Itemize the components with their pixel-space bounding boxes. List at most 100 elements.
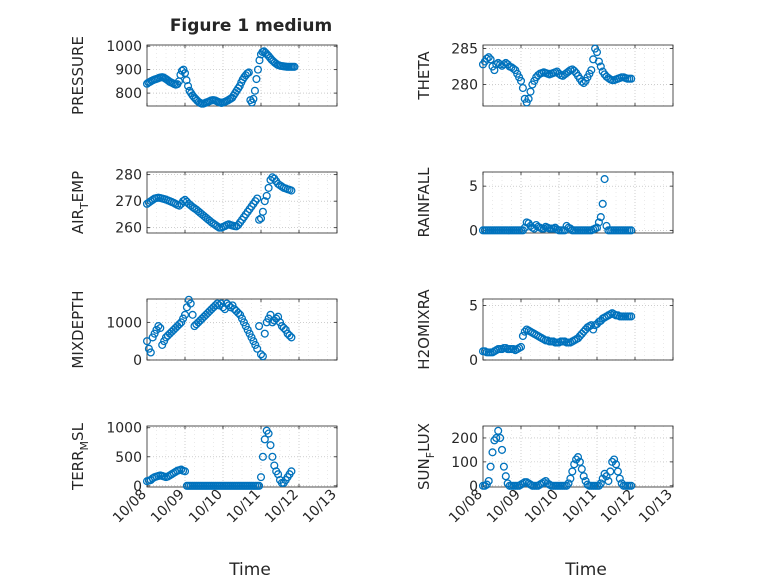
data-point [268, 452, 277, 461]
data-point [492, 60, 501, 69]
y-axis-label-subscript: M [78, 441, 91, 451]
data-point [501, 472, 510, 481]
data-point [526, 87, 535, 96]
y-axis-label-main: AIR [69, 209, 87, 234]
data-point [236, 310, 245, 319]
axes-box [482, 425, 674, 488]
data-point [243, 325, 252, 334]
data-point [148, 333, 157, 342]
data-point [518, 331, 527, 341]
data-point [587, 66, 596, 75]
data-point [183, 82, 193, 91]
y-tick-label: 285 [451, 42, 478, 58]
data-point [249, 337, 258, 346]
x-tick-label: 10/08 [110, 487, 150, 527]
data-point [258, 452, 267, 461]
data-point [516, 342, 526, 351]
data-point [152, 325, 161, 334]
y-tick-label: 100 [451, 455, 478, 471]
data-point [604, 476, 613, 486]
axes-box [146, 425, 338, 488]
data-point [262, 318, 271, 327]
y-tick-label: 0 [469, 223, 478, 239]
y-axis-label-main: SUN [415, 458, 433, 490]
y-axis-label-main: PRESSURE [69, 36, 87, 115]
y-tick-label: 5 [469, 179, 478, 195]
data-point [279, 323, 288, 333]
data-point [496, 433, 505, 443]
data-point [583, 480, 592, 489]
data-point [287, 467, 296, 476]
data-point [237, 314, 247, 323]
x-tick-label: 10/09 [484, 487, 524, 527]
data-point [258, 352, 267, 361]
y-axis-label-subscript: F [424, 452, 437, 458]
y-tick-label: 0 [133, 479, 142, 495]
data-point [154, 322, 163, 331]
data-point [217, 299, 226, 308]
y-tick-label: 280 [115, 168, 142, 184]
data-point [255, 215, 264, 224]
y-tick-label: 260 [115, 221, 142, 237]
y-tick-label: 1000 [106, 39, 142, 55]
data-point [596, 479, 605, 488]
data-point [255, 322, 264, 331]
y-tick-label: 280 [451, 77, 478, 93]
data-point [244, 68, 253, 77]
data-point [188, 310, 197, 319]
x-tick-label: 10/13 [300, 487, 340, 527]
subplot-1: 800 900 1000 PRESSURE [69, 36, 338, 115]
data-point [627, 74, 636, 83]
x-tick-label: 10/13 [636, 487, 676, 527]
y-axis-label: TERRMSL [69, 422, 91, 491]
data-point [594, 57, 603, 66]
axes-box [482, 298, 674, 361]
data-point [518, 479, 527, 488]
data-point [611, 460, 621, 469]
data-point [600, 175, 609, 184]
data-point [160, 337, 169, 346]
axes-box [482, 171, 674, 234]
data-point [290, 62, 299, 71]
data-point [598, 199, 607, 208]
x-axis-label: Time [564, 560, 607, 580]
subplot-3: 260 270 280 AIRTEMP [69, 168, 338, 237]
data-point [144, 344, 153, 353]
data-point [488, 448, 497, 457]
data-point [247, 333, 256, 342]
y-axis-label: H2OMIXRA [415, 289, 433, 370]
data-point [213, 222, 222, 231]
data-point [566, 474, 575, 483]
data-point [253, 65, 263, 74]
data-point [577, 77, 586, 86]
data-point [256, 473, 266, 482]
data-point [226, 303, 235, 312]
data-point [615, 474, 624, 483]
y-axis-label: THETA [415, 51, 433, 101]
data-point [228, 301, 237, 310]
data-point [575, 457, 584, 466]
data-point [596, 62, 605, 71]
axes-box [146, 44, 338, 107]
data-point [287, 333, 296, 342]
x-tick-label: 10/09 [148, 487, 188, 527]
data-point [568, 467, 577, 476]
y-axis-label-tail: SL [69, 422, 87, 441]
data-point [234, 308, 243, 317]
y-tick-label: 0 [469, 479, 478, 495]
data-point [281, 325, 290, 334]
data-point [213, 299, 222, 308]
y-tick-label: 200 [451, 431, 478, 447]
data-point [518, 84, 527, 93]
subplot-5: 0 1000 MIXDEPTH [69, 290, 338, 369]
data-point [258, 207, 267, 216]
y-axis-label-main: TERR [69, 450, 87, 491]
data-point [594, 481, 603, 490]
data-point [610, 455, 619, 464]
data-point [524, 94, 533, 103]
y-tick-label: 5 [469, 299, 478, 315]
data-point [264, 429, 273, 438]
